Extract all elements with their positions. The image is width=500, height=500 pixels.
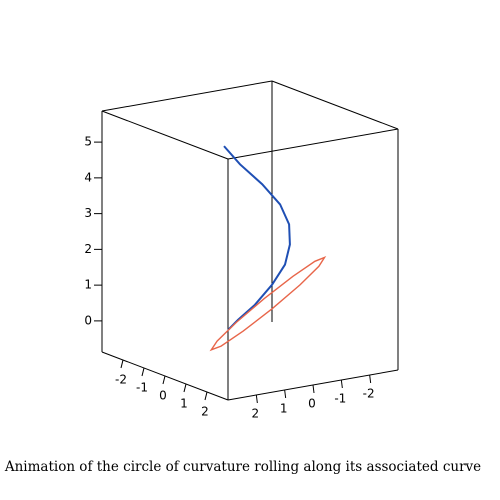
y-tick (312, 384, 315, 394)
y-tick (284, 389, 287, 399)
box-edge (101, 80, 273, 112)
y-tick (255, 394, 258, 404)
y-tick (369, 374, 372, 384)
z-tick-label: 2 (84, 242, 92, 256)
y-tick-label: -2 (363, 387, 375, 401)
x-tick (162, 375, 166, 385)
z-tick-label: 5 (84, 135, 92, 149)
z-tick-label: 0 (84, 313, 92, 327)
x-tick-label: -2 (115, 373, 127, 387)
y-tick-label: -1 (334, 392, 346, 406)
z-tick-label: 3 (84, 206, 92, 220)
x-tick (183, 383, 187, 393)
curve (209, 256, 327, 352)
x-tick-label: 1 (180, 397, 188, 411)
x-tick-label: 2 (201, 405, 209, 419)
box-edge (101, 110, 229, 160)
x-tick-label: 0 (159, 389, 167, 403)
y-tick-label: 2 (252, 407, 260, 421)
box-edge (271, 80, 399, 130)
y-tick-label: 1 (280, 402, 288, 416)
x-tick-label: -1 (136, 381, 148, 395)
y-tick-label: 0 (308, 397, 316, 411)
curve (223, 145, 291, 331)
z-tick-label: 1 (84, 278, 92, 292)
x-tick (141, 367, 145, 377)
x-tick (120, 359, 124, 369)
z-tick-label: 4 (84, 170, 92, 184)
chart-title: Animation of the circle of curvature rol… (4, 459, 482, 475)
x-tick (204, 391, 208, 401)
box-edge (227, 128, 399, 160)
y-tick (340, 379, 343, 389)
